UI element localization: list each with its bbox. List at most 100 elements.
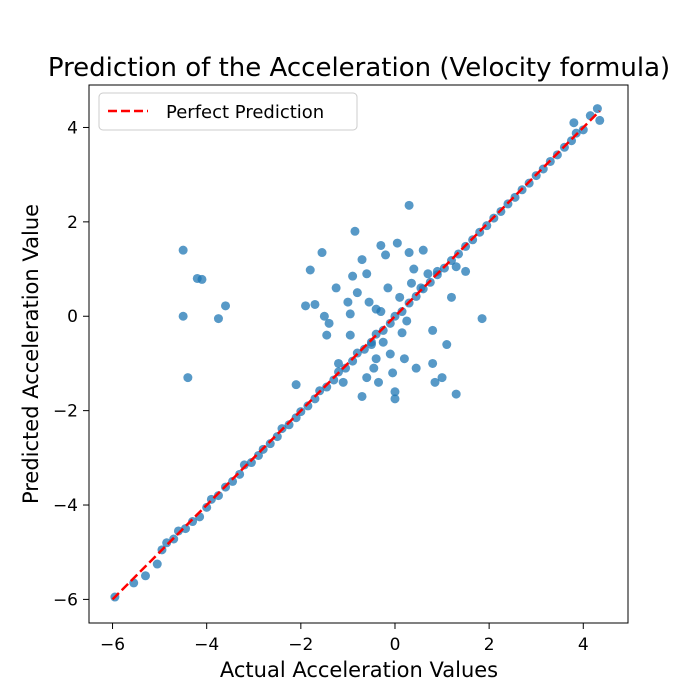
- data-point-86: [322, 330, 332, 340]
- data-point-73: [178, 245, 188, 255]
- data-point-104: [392, 238, 402, 248]
- data-point-100: [383, 283, 393, 293]
- data-point-11: [202, 502, 212, 512]
- data-point-39: [378, 325, 388, 335]
- data-point-124: [442, 340, 452, 350]
- y-tick-label-2: 2: [67, 213, 78, 233]
- data-point-129: [477, 314, 487, 324]
- y-axis: −6 −4 −2 0 2 4: [53, 118, 89, 610]
- data-point-121: [428, 325, 438, 335]
- data-point-71: [595, 115, 605, 125]
- data-point-76: [221, 301, 231, 311]
- data-point-139: [402, 316, 412, 326]
- legend-label-perfect-prediction: Perfect Prediction: [166, 102, 324, 123]
- data-point-116: [371, 354, 381, 364]
- data-point-95: [366, 340, 376, 350]
- data-point-114: [423, 269, 433, 279]
- x-tick-label-0: 0: [390, 635, 401, 655]
- data-point-42: [397, 307, 407, 317]
- y-tick-label--4: −4: [53, 496, 78, 516]
- data-point-112: [416, 283, 426, 293]
- chart-title: Prediction of the Acceleration (Velocity…: [48, 53, 670, 83]
- data-point-83: [317, 248, 327, 258]
- data-point-28: [310, 394, 320, 404]
- data-point-111: [411, 363, 421, 373]
- plot-area: [110, 104, 605, 602]
- x-tick-label-2: 2: [484, 635, 495, 655]
- data-point-125: [451, 389, 461, 399]
- data-point-92: [357, 255, 367, 265]
- data-point-40: [385, 318, 395, 328]
- data-point-102: [388, 368, 398, 378]
- data-point-93: [362, 269, 372, 279]
- data-point-30: [322, 382, 332, 392]
- data-point-106: [397, 328, 407, 338]
- perfect-prediction-line: [111, 110, 601, 601]
- data-point-3: [152, 559, 162, 569]
- data-point-96: [369, 363, 379, 373]
- data-point-128: [451, 262, 461, 272]
- data-point-89: [348, 271, 358, 281]
- data-point-118: [357, 391, 367, 401]
- data-point-70: [592, 104, 602, 114]
- data-point-22: [272, 432, 282, 442]
- data-point-131: [432, 266, 442, 276]
- data-point-34: [348, 356, 358, 366]
- data-point-109: [406, 278, 416, 288]
- legend: Perfect Prediction: [98, 92, 358, 131]
- data-point-101: [385, 349, 395, 359]
- data-point-15: [228, 476, 238, 486]
- data-point-13: [213, 491, 223, 501]
- data-point-103: [390, 387, 400, 397]
- data-point-133: [333, 358, 343, 368]
- data-point-19: [253, 450, 263, 460]
- y-tick-label-4: 4: [67, 118, 78, 138]
- legend-box: [98, 92, 358, 131]
- data-point-81: [305, 265, 315, 275]
- data-point-113: [418, 245, 428, 255]
- x-axis-title: Actual Acceleration Values: [220, 658, 498, 682]
- data-point-134: [338, 377, 348, 387]
- data-point-91: [352, 288, 362, 298]
- data-point-126: [437, 373, 447, 383]
- data-point-132: [331, 283, 341, 293]
- data-point-33: [341, 363, 351, 373]
- data-point-123: [430, 377, 440, 387]
- data-point-68: [578, 125, 588, 135]
- data-point-72: [569, 118, 579, 128]
- y-axis-title: Predicted Acceleration Value: [19, 204, 43, 504]
- data-point-119: [378, 337, 388, 347]
- data-point-2: [140, 571, 150, 581]
- data-point-78: [213, 314, 223, 324]
- data-point-31: [329, 375, 339, 385]
- data-point-115: [404, 200, 414, 210]
- data-point-90: [345, 309, 355, 319]
- data-point-94: [364, 297, 374, 307]
- data-point-16: [235, 469, 245, 479]
- data-point-9: [188, 517, 198, 527]
- data-point-80: [301, 301, 311, 311]
- y-tick-label--2: −2: [53, 402, 78, 422]
- data-point-84: [319, 311, 329, 321]
- data-point-98: [376, 240, 386, 250]
- data-point-130: [461, 266, 471, 276]
- x-tick-label--6: −6: [100, 635, 125, 655]
- data-point-27: [303, 401, 313, 411]
- plot-frame: [88, 84, 629, 624]
- data-point-77: [178, 311, 188, 321]
- data-point-127: [446, 292, 456, 302]
- data-point-135: [343, 297, 353, 307]
- data-point-87: [291, 380, 301, 390]
- data-point-5: [162, 538, 172, 548]
- y-tick-label-0: 0: [67, 307, 78, 327]
- data-point-107: [399, 354, 409, 364]
- data-point-110: [409, 264, 419, 274]
- data-point-79: [183, 373, 193, 383]
- x-tick-label--4: −4: [194, 635, 219, 655]
- data-point-136: [345, 330, 355, 340]
- data-point-99: [381, 250, 391, 260]
- data-point-82: [310, 299, 320, 309]
- x-axis: −6 −4 −2 0 2 4: [100, 623, 589, 655]
- data-point-97: [374, 377, 384, 387]
